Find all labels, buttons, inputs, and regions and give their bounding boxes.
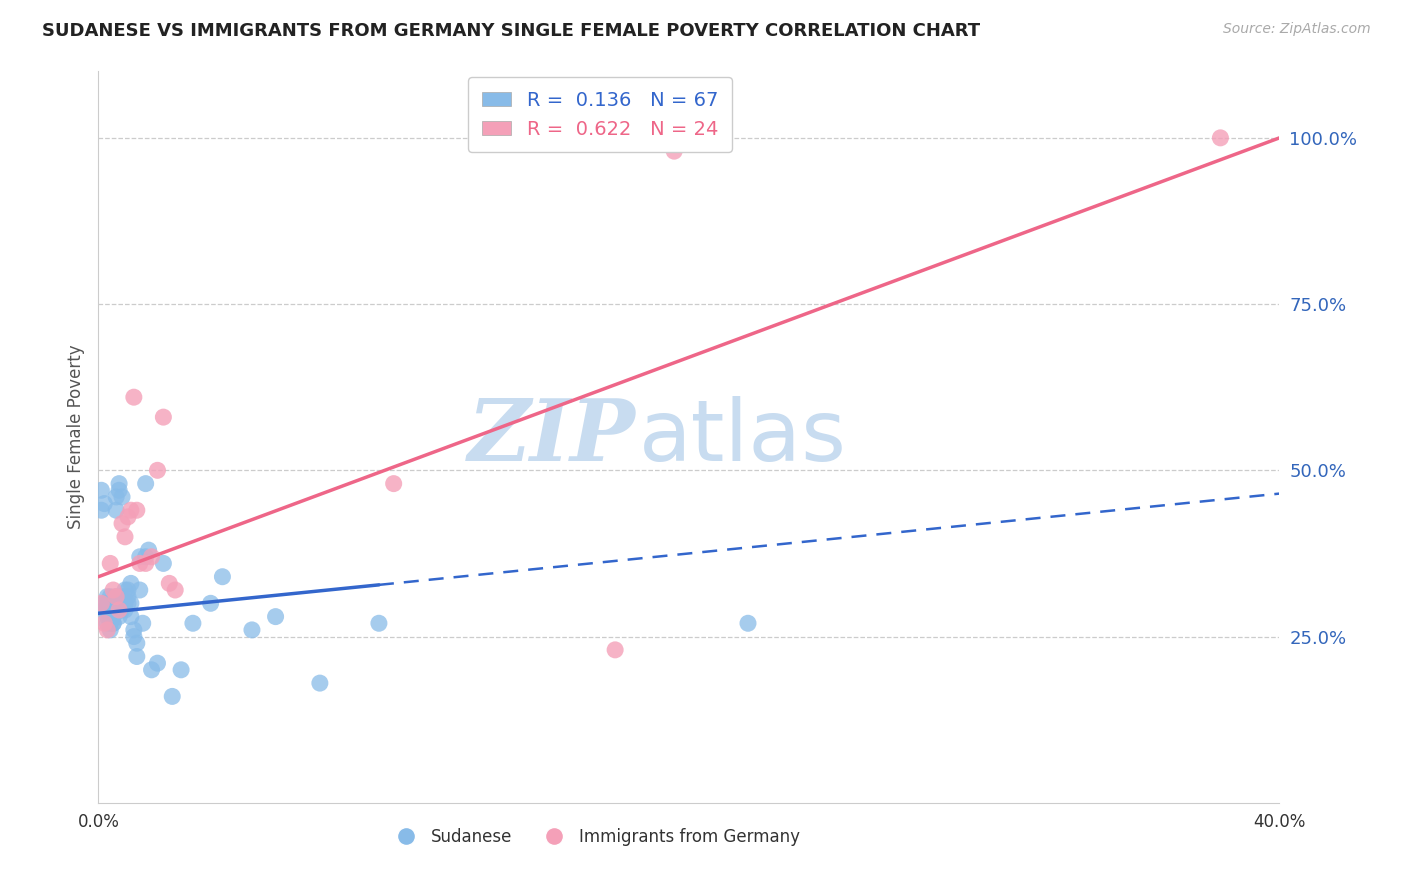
Text: SUDANESE VS IMMIGRANTS FROM GERMANY SINGLE FEMALE POVERTY CORRELATION CHART: SUDANESE VS IMMIGRANTS FROM GERMANY SING… [42,22,980,40]
Point [103,596,125,610]
Point [90,483,112,498]
Point [108,476,131,491]
Point [157,576,180,591]
Point [90,596,112,610]
Point [114,530,136,544]
Point [103,609,125,624]
Point [135,476,157,491]
Point [128,557,150,571]
Point [141,549,163,564]
Point [105,590,128,604]
Point [162,690,183,704]
Point [135,557,157,571]
Point [108,603,131,617]
Point [98,623,121,637]
Point [125,636,148,650]
Point [122,390,145,404]
Point [93,603,115,617]
Point [98,590,121,604]
Point [98,603,121,617]
Point [96,616,118,631]
Point [117,596,139,610]
Point [96,609,118,624]
Point [132,616,155,631]
Point [98,557,121,571]
Point [605,643,627,657]
Text: atlas: atlas [640,395,848,479]
Point [181,616,204,631]
Point [125,649,148,664]
Point [152,557,174,571]
Point [98,616,121,631]
Point [664,144,686,158]
Point [111,490,134,504]
Point [103,616,125,631]
Point [114,603,136,617]
Point [122,623,145,637]
Point [211,570,233,584]
Point [382,476,405,491]
Point [170,663,193,677]
Point [108,596,131,610]
Point [120,503,142,517]
Point [96,623,118,637]
Point [264,609,287,624]
Point [103,603,125,617]
Text: Source: ZipAtlas.com: Source: ZipAtlas.com [1223,22,1371,37]
Point [111,603,134,617]
Point [309,676,332,690]
Y-axis label: Single Female Poverty: Single Female Poverty [66,345,84,529]
Point [111,590,134,604]
Point [114,582,136,597]
Point [103,582,125,597]
Point [105,603,128,617]
Point [98,596,121,610]
Point [138,543,160,558]
Point [111,596,134,610]
Point [165,582,187,597]
Point [146,656,169,670]
Point [135,549,157,564]
Point [103,609,125,624]
Point [128,582,150,597]
Point [152,410,174,425]
Point [105,503,128,517]
Point [146,463,169,477]
Point [103,616,125,631]
Point [117,582,139,597]
Point [200,596,222,610]
Point [96,590,118,604]
Legend: Sudanese, Immigrants from Germany: Sudanese, Immigrants from Germany [382,822,807,853]
Point [114,596,136,610]
Point [96,603,118,617]
Point [108,603,131,617]
Point [737,616,759,631]
Point [93,596,115,610]
Point [108,609,131,624]
Point [240,623,263,637]
Point [105,590,128,604]
Point [128,549,150,564]
Point [122,630,145,644]
Text: ZIP: ZIP [468,395,636,479]
Point [105,596,128,610]
Point [1209,131,1232,145]
Point [117,509,139,524]
Point [125,503,148,517]
Point [120,576,142,591]
Point [120,609,142,624]
Point [93,616,115,631]
Point [105,490,128,504]
Point [111,516,134,531]
Point [368,616,391,631]
Point [120,596,142,610]
Point [90,503,112,517]
Point [108,483,131,498]
Point [117,590,139,604]
Point [93,497,115,511]
Point [96,596,118,610]
Point [141,663,163,677]
